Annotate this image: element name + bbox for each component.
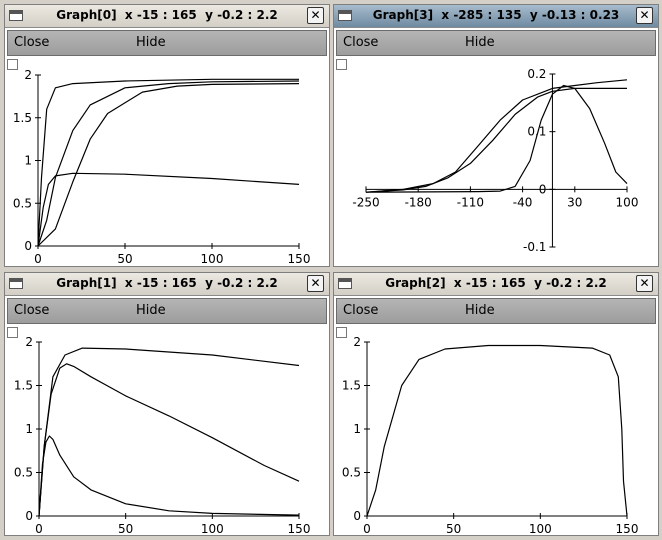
- window-title: Graph[3] x -285 : 135 y -0.13 : 0.23: [372, 8, 620, 22]
- y-tick-label: 0.1: [527, 125, 546, 139]
- y-tick-label: 1: [353, 422, 361, 436]
- close-window-icon[interactable]: ✕: [636, 275, 653, 292]
- graph-checkbox[interactable]: [336, 59, 347, 70]
- x-tick-label: 50: [117, 252, 132, 266]
- x-tick-label: 100: [201, 522, 224, 536]
- x-tick-label: 0: [363, 522, 371, 536]
- x-tick-label: 30: [567, 195, 582, 209]
- close-window-icon[interactable]: ✕: [307, 7, 324, 24]
- hide-button[interactable]: Hide: [465, 303, 495, 318]
- x-tick-label: 100: [529, 522, 552, 536]
- graph-toolbar: Close Hide: [336, 298, 656, 324]
- x-tick-label: 100: [201, 252, 224, 266]
- x-tick-label: -180: [405, 195, 432, 209]
- y-tick-label: 0: [24, 239, 32, 253]
- series-line-1: [365, 87, 627, 193]
- window-title: Graph[1] x -15 : 165 y -0.2 : 2.2: [56, 276, 278, 290]
- series-line-1: [38, 363, 300, 517]
- graph-plot[interactable]: -250 -180 -110 -40 30 100 -0.1 0 0.1 0.2: [334, 5, 659, 267]
- y-tick-label: 0.2: [527, 67, 546, 81]
- graph-toolbar: Close Hide: [7, 30, 327, 56]
- window-menu-icon[interactable]: [338, 10, 352, 21]
- hide-button[interactable]: Hide: [136, 35, 166, 50]
- series-line-2: [37, 83, 300, 247]
- y-tick-label: -0.1: [523, 240, 546, 254]
- y-tick-label: 0: [25, 509, 33, 523]
- graph-toolbar: Close Hide: [7, 298, 327, 324]
- y-tick-label: 0: [539, 182, 547, 196]
- y-tick-label: 2: [353, 335, 361, 349]
- window-title: Graph[0] x -15 : 165 y -0.2 : 2.2: [56, 8, 278, 22]
- x-tick-label: 50: [118, 522, 133, 536]
- graph-toolbar: Close Hide: [336, 30, 656, 56]
- window-menu-icon[interactable]: [9, 10, 23, 21]
- close-button[interactable]: Close: [343, 35, 379, 50]
- graph-plot[interactable]: 0 50 100 150 0 0.5 1 1.5 2: [5, 273, 330, 536]
- graph-window-1: Graph[1] x -15 : 165 y -0.2 : 2.2 ✕ Clos…: [4, 272, 330, 536]
- y-tick-label: 0.5: [13, 196, 32, 210]
- x-tick-label: 150: [288, 522, 311, 536]
- close-button[interactable]: Close: [14, 303, 50, 318]
- x-tick-label: -40: [513, 195, 533, 209]
- x-tick-label: 50: [446, 522, 461, 536]
- y-tick-label: 1.5: [13, 111, 32, 125]
- close-window-icon[interactable]: ✕: [307, 275, 324, 292]
- x-tick-label: 0: [35, 522, 43, 536]
- graph-window-3: Graph[3] x -285 : 135 y -0.13 : 0.23 ✕ C…: [333, 4, 659, 267]
- x-tick-label: 100: [616, 195, 639, 209]
- y-tick-label: 1: [24, 154, 32, 168]
- title-bar[interactable]: Graph[1] x -15 : 165 y -0.2 : 2.2 ✕: [5, 273, 329, 296]
- x-tick-label: 150: [288, 252, 311, 266]
- series-line-2: [38, 435, 300, 517]
- graph-plot[interactable]: 0 50 100 150 0 0.5 1 1.5 2: [334, 273, 659, 536]
- series-line-0: [37, 78, 299, 247]
- hide-button[interactable]: Hide: [465, 35, 495, 50]
- y-tick-label: 2: [24, 68, 32, 82]
- graph-window-0: Graph[0] x -15 : 165 y -0.2 : 2.2 ✕ Clos…: [4, 4, 330, 267]
- series-line-1: [37, 80, 300, 247]
- y-tick-label: 0.5: [14, 466, 33, 480]
- window-menu-icon[interactable]: [9, 278, 23, 289]
- y-tick-label: 1.5: [14, 379, 33, 393]
- x-tick-label: -110: [457, 195, 484, 209]
- title-bar[interactable]: Graph[3] x -285 : 135 y -0.13 : 0.23 ✕: [334, 5, 658, 28]
- title-bar[interactable]: Graph[2] x -15 : 165 y -0.2 : 2.2 ✕: [334, 273, 658, 296]
- series-line-0: [366, 344, 628, 517]
- y-tick-label: 0: [353, 509, 361, 523]
- x-tick-label: 150: [616, 522, 639, 536]
- graph-checkbox[interactable]: [336, 327, 347, 338]
- close-button[interactable]: Close: [14, 35, 50, 50]
- y-tick-label: 2: [25, 335, 33, 349]
- series-line-3: [37, 172, 300, 247]
- y-tick-label: 0.5: [342, 466, 361, 480]
- window-menu-icon[interactable]: [338, 278, 352, 289]
- series-line-0: [365, 79, 628, 193]
- x-tick-label: -250: [352, 195, 379, 209]
- series-line-0: [38, 347, 300, 517]
- x-tick-label: 0: [34, 252, 42, 266]
- y-tick-label: 1: [25, 422, 33, 436]
- close-button[interactable]: Close: [343, 303, 379, 318]
- window-title: Graph[2] x -15 : 165 y -0.2 : 2.2: [385, 276, 607, 290]
- graph-checkbox[interactable]: [7, 327, 18, 338]
- graph-window-2: Graph[2] x -15 : 165 y -0.2 : 2.2 ✕ Clos…: [333, 272, 659, 536]
- close-window-icon[interactable]: ✕: [636, 7, 653, 24]
- graph-plot[interactable]: 0 50 100 150 0 0.5 1 1.5 2: [5, 5, 330, 267]
- hide-button[interactable]: Hide: [136, 303, 166, 318]
- series-line-2: [365, 84, 628, 193]
- graph-checkbox[interactable]: [7, 59, 18, 70]
- y-tick-label: 1.5: [342, 379, 361, 393]
- title-bar[interactable]: Graph[0] x -15 : 165 y -0.2 : 2.2 ✕: [5, 5, 329, 28]
